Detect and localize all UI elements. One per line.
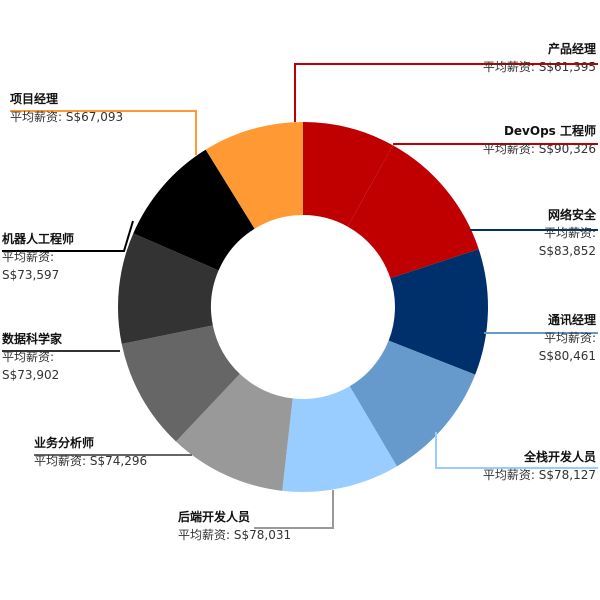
label-salary: 平均薪资: S$78,031	[178, 528, 292, 542]
label-title: 业务分析师	[34, 436, 95, 450]
label-salary: 平均薪资: S$67,093	[10, 110, 124, 124]
label-data-scientist: 数据科学家 平均薪资: S$73,902	[2, 330, 62, 384]
label-salary: 平均薪资: S$78,127	[482, 468, 596, 482]
donut-slice-3	[349, 340, 476, 467]
label-business-analyst: 业务分析师 平均薪资: S$74,296	[34, 434, 147, 470]
label-backend-dev: 后端开发人员 平均薪资: S$78,031	[178, 508, 291, 544]
donut-slice-2	[388, 249, 488, 375]
label-comms-manager: 通讯经理 平均薪资: S$80,461	[539, 311, 596, 365]
label-salary-value: S$80,461	[538, 349, 596, 363]
leader-line-4	[435, 432, 598, 469]
label-salary: 平均薪资:	[543, 331, 596, 345]
leader-line-8	[2, 220, 134, 252]
label-salary: 平均薪资: S$61,395	[482, 60, 596, 74]
label-title: 机器人工程师	[2, 232, 75, 246]
label-title: 数据科学家	[2, 332, 63, 346]
donut-slice-9	[205, 122, 303, 229]
label-salary-value: S$73,902	[2, 368, 60, 382]
donut-slice-5	[176, 373, 293, 491]
donut-slice-6	[121, 325, 240, 442]
label-salary: 平均薪资:	[2, 250, 55, 264]
label-salary-value: S$73,597	[2, 268, 60, 282]
donut-slice-8	[133, 149, 255, 271]
label-title: 后端开发人员	[178, 510, 251, 524]
leader-line-0	[294, 63, 598, 122]
label-salary: 平均薪资:	[543, 226, 596, 240]
label-salary: 平均薪资:	[2, 350, 55, 364]
label-title: DevOps 工程师	[503, 124, 596, 138]
label-salary: 平均薪资: S$74,296	[34, 454, 148, 468]
leader-line-9	[10, 110, 197, 155]
donut-slice-7	[118, 233, 219, 344]
label-robotics-engineer: 机器人工程师 平均薪资: S$73,597	[2, 230, 74, 284]
label-title: 项目经理	[10, 92, 59, 106]
label-title: 通讯经理	[547, 313, 596, 327]
donut-slice-4	[282, 386, 397, 492]
leader-line-5	[254, 490, 334, 529]
donut-slice-0	[303, 122, 393, 227]
label-cyber-security: 网络安全 平均薪资: S$83,852	[539, 206, 596, 260]
label-product-manager: 产品经理 平均薪资: S$61,395	[483, 40, 596, 76]
label-title: 产品经理	[547, 42, 596, 56]
donut-slice-1	[347, 145, 479, 279]
label-salary: 平均薪资: S$90,326	[482, 142, 596, 156]
label-title: 全栈开发人员	[523, 450, 596, 464]
label-devops-engineer: DevOps 工程师 平均薪资: S$90,326	[483, 122, 596, 158]
label-full-stack-dev: 全栈开发人员 平均薪资: S$78,127	[483, 448, 596, 484]
label-title: 网络安全	[547, 208, 596, 222]
label-salary-value: S$83,852	[538, 244, 596, 258]
label-project-manager: 项目经理 平均薪资: S$67,093	[10, 90, 123, 126]
